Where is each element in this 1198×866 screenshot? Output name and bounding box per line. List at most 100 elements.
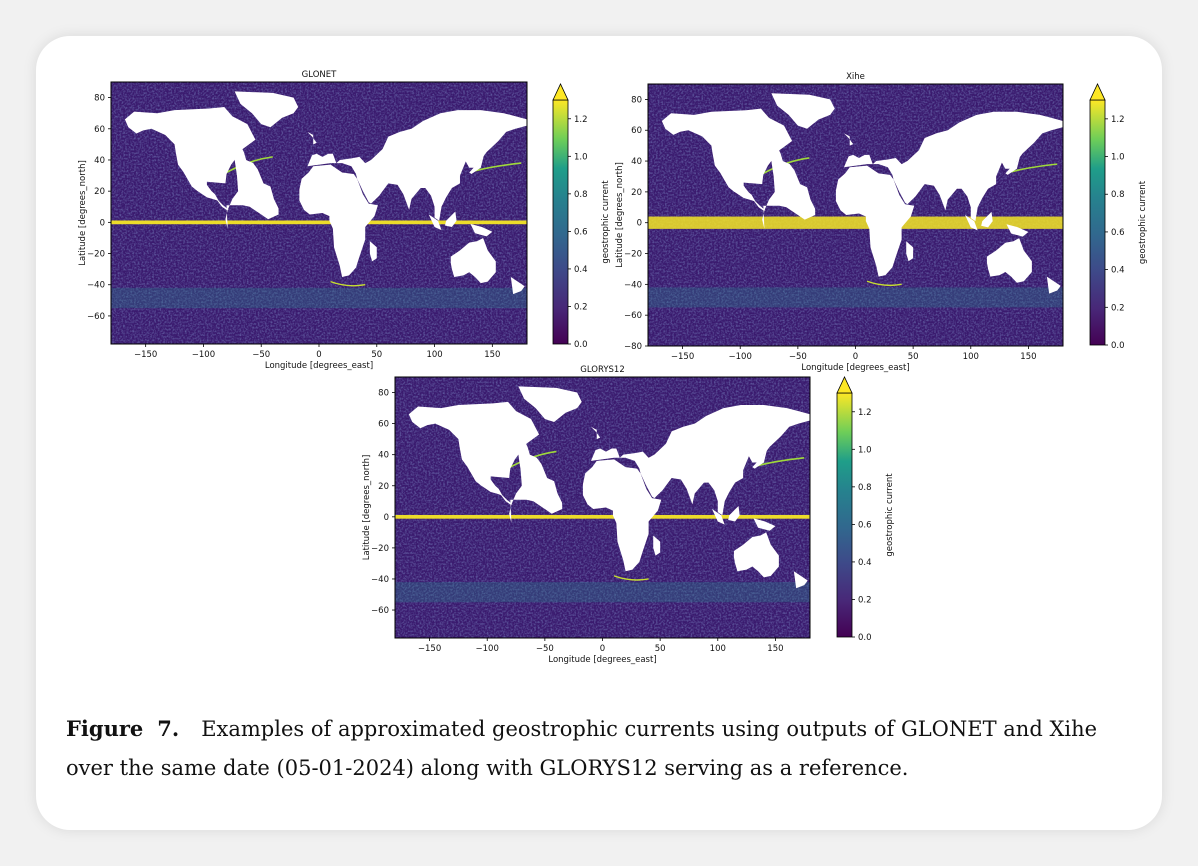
colorbar-tick-label: 1.0 xyxy=(574,152,588,162)
x-tick-label: 100 xyxy=(710,644,726,654)
y-tick-label: −60 xyxy=(87,312,105,322)
agulhas-current xyxy=(866,280,902,287)
colorbar-tick-label: 0.2 xyxy=(574,302,588,312)
kuroshio-current xyxy=(474,162,522,172)
y-tick-label: 40 xyxy=(94,156,105,166)
colorbar-tick-label: 0.2 xyxy=(858,595,872,605)
y-axis-label: Latitude [degrees_north] xyxy=(615,162,625,268)
x-tick-label: 100 xyxy=(963,352,979,362)
agulhas-current xyxy=(330,280,366,287)
colorbar-tick-label: 0.6 xyxy=(858,520,872,530)
x-tick-label: 150 xyxy=(1020,352,1036,362)
x-tick-label: −100 xyxy=(476,644,499,654)
colorbar-tick-label: 0.4 xyxy=(1111,266,1125,276)
x-axis-label: Longitude [degrees_east] xyxy=(548,655,656,665)
x-tick-label: 100 xyxy=(426,350,442,360)
y-tick-label: −40 xyxy=(87,281,105,291)
y-tick-label: 80 xyxy=(631,95,642,105)
caption-label-number: 7. xyxy=(157,716,180,741)
y-tick-label: −60 xyxy=(371,606,389,616)
colorbar-tick-label: 0.6 xyxy=(1111,228,1125,238)
colorbar-tick-label: 0.6 xyxy=(574,227,588,237)
panel-title: GLONET xyxy=(302,70,337,80)
colorbar-gradient xyxy=(1089,99,1106,346)
x-tick-label: −50 xyxy=(789,352,807,362)
panel-xihe: Xihe −150 −100 −50 0 50 100 150 −80 −60 −40 −20 0 20 4… xyxy=(615,72,1148,373)
y-tick-label: 60 xyxy=(631,126,642,136)
panel-title: Xihe xyxy=(846,72,865,82)
circumpolar-current xyxy=(648,287,1063,308)
panel-glonet: GLONET −150 −100 −50 0 50 100 150 −60 −40 −20 0 20 40… xyxy=(78,70,611,371)
y-tick-label: 0 xyxy=(384,513,389,523)
y-tick-label: 0 xyxy=(637,219,642,229)
y-tick-label: −60 xyxy=(624,311,642,321)
y-axis-label: Latitude [degrees_north] xyxy=(362,455,372,561)
y-tick-label: 60 xyxy=(94,125,105,135)
colorbar-gradient xyxy=(836,392,853,638)
x-tick-label: 0 xyxy=(600,644,605,654)
figure-panels: GLONET −150 −100 −50 0 50 100 150 −60 −40 −20 0 20 40… xyxy=(78,70,1148,665)
x-tick-label: 50 xyxy=(655,644,666,654)
y-tick-label: −20 xyxy=(624,250,642,260)
y-tick-label: 80 xyxy=(378,389,389,399)
y-tick-label: 80 xyxy=(94,94,105,104)
colorbar-tick-label: 0.2 xyxy=(1111,303,1125,313)
colorbar-tick-label: 0.4 xyxy=(574,265,588,275)
x-tick-label: 150 xyxy=(484,350,500,360)
x-tick-label: 0 xyxy=(853,352,858,362)
x-tick-label: −150 xyxy=(418,644,441,654)
colorbar-tick-label: 0.8 xyxy=(1111,190,1125,200)
circumpolar-current xyxy=(111,287,527,309)
x-axis-label: Longitude [degrees_east] xyxy=(801,363,909,373)
colorbar-label: geostrophic current xyxy=(885,473,895,557)
x-tick-label: −50 xyxy=(536,644,554,654)
y-tick-label: 20 xyxy=(378,482,389,492)
y-tick-label: −20 xyxy=(371,544,389,554)
colorbar-tick-label: 0.0 xyxy=(574,340,588,350)
colorbar-tick-label: 1.2 xyxy=(574,115,588,125)
colorbar-tick-label: 0.8 xyxy=(858,483,872,493)
equatorial-current xyxy=(111,220,527,225)
colorbar-tick-label: 1.0 xyxy=(858,445,872,455)
colorbar-tick-label: 1.0 xyxy=(1111,153,1125,163)
colorbar-tick-label: 0.0 xyxy=(858,633,872,643)
circumpolar-current xyxy=(395,582,810,603)
agulhas-current xyxy=(613,575,649,581)
y-tick-label: −40 xyxy=(624,280,642,290)
colorbar-extend-arrow xyxy=(552,83,569,101)
equatorial-current xyxy=(395,514,810,519)
figure-caption: Figure 7. Examples of approximated geostro… xyxy=(66,709,1106,788)
caption-label: Figure 7. xyxy=(66,716,179,741)
colorbar: 0.0 0.2 0.4 0.6 0.8 1.0 1.2 geostrophic current xyxy=(552,83,611,350)
y-tick-label: 0 xyxy=(100,218,105,228)
colorbar: 0.0 0.2 0.4 0.6 0.8 1.0 1.2 geostrophic current xyxy=(1089,83,1148,351)
y-tick-label: 20 xyxy=(631,188,642,198)
y-axis-label: Latitude [degrees_north] xyxy=(78,160,88,266)
equatorial-current xyxy=(648,216,1063,229)
y-tick-label: 60 xyxy=(378,420,389,430)
x-tick-label: −50 xyxy=(252,350,270,360)
colorbar-tick-label: 0.0 xyxy=(1111,341,1125,351)
y-tick-label: −40 xyxy=(371,575,389,585)
colorbar-tick-label: 0.8 xyxy=(574,190,588,200)
colorbar-extend-arrow xyxy=(836,376,853,394)
x-tick-label: 150 xyxy=(767,644,783,654)
caption-label-word: Figure xyxy=(66,716,144,741)
colorbar-gradient xyxy=(552,99,569,345)
x-tick-label: 50 xyxy=(371,350,382,360)
colorbar-label: geostrophic current xyxy=(601,180,611,264)
x-axis-label: Longitude [degrees_east] xyxy=(265,361,373,371)
y-tick-label: 40 xyxy=(378,451,389,461)
y-tick-label: 40 xyxy=(631,157,642,167)
y-tick-label: 20 xyxy=(94,187,105,197)
colorbar: 0.0 0.2 0.4 0.6 0.8 1.0 1.2 geostrophic current xyxy=(836,376,895,643)
panel-glorys12: GLORYS12 −150 −100 −50 0 50 100 150 −60 −40 −20 0 20… xyxy=(362,365,895,665)
x-tick-label: −100 xyxy=(192,350,215,360)
kuroshio-current xyxy=(1010,163,1058,173)
colorbar-extend-arrow xyxy=(1089,83,1106,101)
x-tick-label: 50 xyxy=(908,352,919,362)
x-tick-label: −150 xyxy=(671,352,694,362)
y-tick-label: −20 xyxy=(87,250,105,260)
x-tick-label: 0 xyxy=(316,350,321,360)
colorbar-label: geostrophic current xyxy=(1138,180,1148,264)
